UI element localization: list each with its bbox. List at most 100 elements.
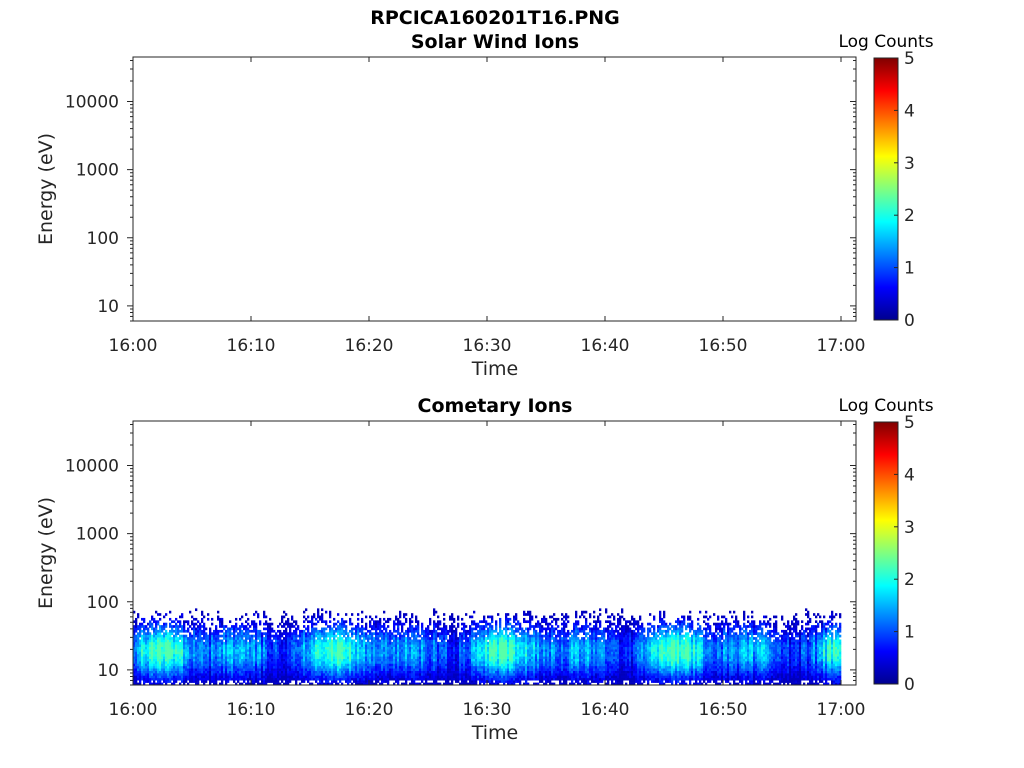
- axis-ticks: 16:00 16:10 16:20 16:30 16:40 16:50 17:0010100…: [65, 57, 866, 356]
- heatmap-cell: [239, 646, 242, 650]
- heatmap-cell: [225, 625, 228, 628]
- heatmap-cell: [161, 637, 164, 640]
- heatmap-cell: [509, 632, 512, 635]
- heatmap-cell: [493, 639, 496, 643]
- heatmap-cell: [411, 656, 414, 659]
- heatmap-cell: [455, 649, 458, 652]
- heatmap-cell: [259, 670, 262, 674]
- heatmap-cell: [523, 677, 526, 681]
- heatmap-cell: [179, 675, 182, 679]
- heatmap-cell: [265, 615, 268, 619]
- heatmap-cell: [371, 682, 374, 686]
- heatmap-cell: [431, 677, 434, 681]
- heatmap-cell: [365, 622, 368, 626]
- heatmap-cell: [525, 649, 528, 652]
- heatmap-cell: [155, 651, 158, 655]
- heatmap-cell: [515, 617, 518, 621]
- heatmap-cell: [227, 651, 230, 655]
- heatmap-cell: [169, 675, 172, 679]
- heatmap-cell: [531, 677, 534, 681]
- heatmap-cell: [149, 663, 152, 667]
- heatmap-cell: [255, 610, 258, 614]
- heatmap-cell: [317, 634, 320, 638]
- heatmap-cell: [421, 637, 424, 640]
- heatmap-cell: [361, 670, 364, 674]
- heatmap-cell: [425, 629, 428, 633]
- heatmap-cell: [277, 646, 280, 650]
- heatmap-cell: [271, 680, 274, 683]
- heatmap-cell: [445, 665, 448, 669]
- heatmap-cell: [151, 663, 154, 667]
- heatmap-cell: [523, 646, 526, 650]
- heatmap-cell: [255, 651, 258, 655]
- heatmap-cell: [283, 682, 286, 686]
- heatmap-cell: [415, 646, 418, 650]
- heatmap-cell: [243, 653, 246, 657]
- heatmap-cell: [133, 665, 136, 669]
- heatmap-cell: [509, 668, 512, 671]
- heatmap-cell: [481, 663, 484, 667]
- heatmap-cell: [333, 646, 336, 650]
- heatmap-cell: [331, 629, 334, 633]
- heatmap-cell: [227, 680, 230, 683]
- heatmap-cell: [453, 649, 456, 652]
- heatmap-cell: [273, 658, 276, 662]
- heatmap-cell: [513, 665, 516, 669]
- heatmap-cell: [355, 637, 358, 640]
- heatmap-cell: [279, 663, 282, 667]
- heatmap-cell: [365, 670, 368, 674]
- heatmap-cell: [205, 673, 208, 676]
- heatmap-cell: [283, 615, 286, 619]
- heatmap-cell: [527, 665, 530, 669]
- heatmap-cell: [367, 665, 370, 669]
- heatmap-cell: [525, 644, 528, 647]
- heatmap-cell: [515, 656, 518, 659]
- heatmap-cell: [233, 637, 236, 640]
- heatmap-cell: [451, 617, 454, 621]
- heatmap-cell: [413, 629, 416, 633]
- heatmap-cell: [165, 656, 168, 659]
- heatmap-cell: [299, 673, 302, 676]
- heatmap-cell: [463, 682, 466, 686]
- heatmap-cell: [427, 653, 430, 657]
- heatmap-cell: [285, 682, 288, 686]
- heatmap-cell: [261, 670, 264, 674]
- heatmap-cell: [507, 656, 510, 659]
- heatmap-cell: [233, 625, 236, 628]
- heatmap-cell: [339, 622, 342, 626]
- heatmap-cell: [205, 658, 208, 662]
- heatmap-cell: [361, 680, 364, 683]
- heatmap-cell: [359, 627, 362, 631]
- heatmap-cell: [191, 644, 194, 647]
- heatmap-cell: [447, 658, 450, 662]
- heatmap-cell: [447, 673, 450, 676]
- heatmap-cell: [261, 656, 264, 659]
- heatmap-cell: [505, 613, 508, 616]
- heatmap-cell: [245, 665, 248, 669]
- heatmap-cell: [289, 673, 292, 676]
- heatmap-cell: [483, 644, 486, 647]
- heatmap-cell: [239, 617, 242, 621]
- heatmap-cell: [457, 673, 460, 676]
- heatmap-cell: [491, 615, 494, 619]
- heatmap-cell: [155, 632, 158, 635]
- heatmap-cell: [443, 658, 446, 662]
- heatmap-cell: [489, 632, 492, 635]
- heatmap-cell: [277, 644, 280, 647]
- heatmap-cell: [269, 625, 272, 628]
- heatmap-cell: [397, 663, 400, 667]
- heatmap-cell: [355, 651, 358, 655]
- heatmap-cell: [359, 670, 362, 674]
- heatmap-cell: [165, 632, 168, 635]
- heatmap-cell: [203, 649, 206, 652]
- heatmap-cell: [399, 615, 402, 619]
- heatmap-cell: [459, 682, 462, 686]
- heatmap-cell: [209, 680, 212, 683]
- heatmap-cell: [141, 622, 144, 626]
- heatmap-cell: [191, 641, 194, 645]
- heatmap-cell: [205, 639, 208, 643]
- heatmap-cell: [137, 673, 140, 676]
- heatmap-cell: [379, 617, 382, 621]
- heatmap-cell: [259, 622, 262, 626]
- heatmap-cell: [359, 634, 362, 638]
